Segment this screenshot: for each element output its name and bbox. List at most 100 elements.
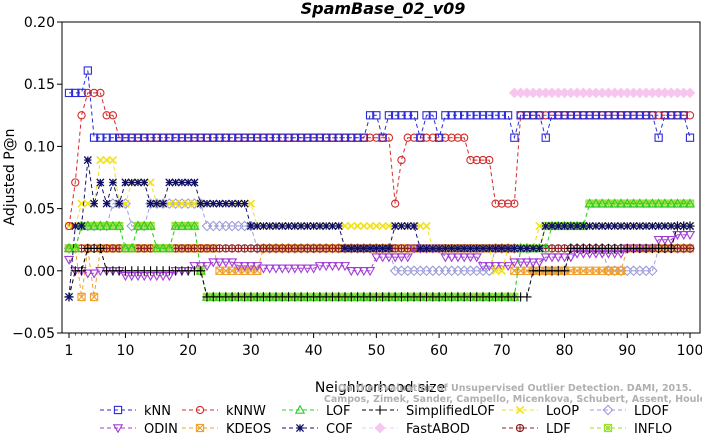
x-tick-label: 20: [179, 343, 197, 359]
data-point-cof: [290, 221, 299, 231]
data-point-cof: [228, 199, 237, 208]
data-point-knn: [184, 133, 193, 142]
data-point-cof: [460, 244, 469, 253]
legend-item-knn: kNN: [100, 404, 171, 419]
data-point-cof: [623, 221, 632, 231]
data-point-cof: [660, 221, 669, 231]
data-point-cof: [598, 221, 607, 231]
data-point-knn: [146, 133, 155, 142]
data-point-knn: [303, 133, 312, 142]
data-point-knn: [359, 133, 368, 142]
y-tick-label: 0.00: [24, 264, 55, 280]
data-point-knn: [629, 111, 638, 120]
data-point-odin: [214, 258, 225, 268]
data-point-knnw: [64, 221, 74, 231]
data-point-cof: [372, 244, 381, 253]
data-point-loop: [416, 221, 425, 231]
data-point-cof: [435, 244, 444, 253]
data-point-lof: [189, 220, 200, 230]
data-point-knn: [140, 133, 149, 142]
data-point-knn: [579, 111, 588, 120]
data-point-cof: [297, 221, 306, 231]
data-point-cof: [221, 199, 230, 208]
data-point-knn: [152, 133, 161, 142]
legend-item-simplifiedlof: SimplifiedLOF: [362, 404, 495, 419]
data-point-cof: [271, 221, 281, 231]
data-point-cof: [478, 244, 488, 253]
data-point-cof: [441, 244, 450, 253]
data-point-cof: [340, 244, 350, 253]
legend-marker-kdeos: [195, 423, 205, 433]
data-point-knn: [115, 133, 124, 142]
data-point-knn: [466, 111, 475, 120]
data-point-cof: [353, 244, 362, 253]
legend-item-ldof: LDOF: [590, 404, 669, 419]
data-point-cof: [259, 221, 268, 231]
data-point-loop: [108, 155, 118, 165]
data-point-knn: [510, 133, 519, 142]
legend-marker-ldf: [515, 423, 525, 433]
data-point-knn: [585, 111, 594, 120]
data-point-loop: [102, 155, 111, 165]
data-point-cof: [485, 244, 494, 253]
data-point-cof: [416, 244, 425, 253]
series-line-odin: [68, 234, 690, 277]
data-point-loop: [353, 221, 362, 231]
data-point-cof: [378, 244, 387, 253]
series-line-loop: [69, 159, 690, 272]
legend-marker-inflo: [603, 423, 613, 433]
legend-label-odin: ODIN: [144, 422, 178, 434]
data-point-odin: [521, 258, 533, 268]
data-point-cof: [453, 244, 462, 253]
data-point-cof: [71, 221, 80, 231]
data-point-cof: [121, 178, 130, 187]
legend-label-lof: LOF: [326, 404, 351, 419]
data-point-cof: [610, 221, 619, 231]
data-point-knn: [641, 111, 651, 120]
data-point-cof: [541, 221, 550, 231]
data-point-cof: [573, 221, 582, 231]
data-point-odin: [264, 264, 275, 274]
data-point-lof: [653, 198, 664, 208]
data-point-knn: [89, 133, 99, 142]
data-point-odin: [496, 262, 507, 272]
data-point-knnw: [108, 111, 118, 120]
data-point-odin: [377, 253, 388, 263]
data-point-knn: [560, 111, 569, 120]
data-point-loop: [365, 221, 375, 231]
data-point-cof: [635, 221, 644, 231]
legend-item-lof: LOF: [282, 404, 351, 419]
data-point-lof: [659, 198, 671, 208]
legend: kNN kNNW LOF SimplifiedLOF LoOP LDOF ODIN KDEOS…: [100, 404, 672, 434]
data-point-knnw: [365, 133, 375, 142]
data-point-knn: [598, 111, 607, 120]
data-point-knn: [441, 111, 450, 120]
data-point-knnw: [372, 133, 381, 142]
data-point-lof: [678, 198, 689, 208]
data-point-knn: [616, 111, 626, 120]
legend-marker-odin: [112, 424, 124, 434]
data-point-knn: [503, 111, 513, 120]
data-point-ldf: [685, 244, 695, 253]
data-point-kdeos: [77, 292, 86, 302]
data-point-knnw: [409, 133, 419, 142]
data-point-loop: [121, 199, 130, 208]
data-point-knn: [654, 133, 663, 142]
data-point-lof: [540, 243, 551, 253]
data-point-knn: [196, 133, 205, 142]
data-point-knn: [127, 133, 136, 142]
data-point-cof: [359, 244, 368, 253]
y-tick-label: 0.10: [24, 139, 55, 155]
data-point-odin: [82, 269, 93, 279]
data-point-lof: [640, 198, 652, 208]
data-point-odin: [459, 253, 470, 263]
data-point-lof: [157, 243, 169, 253]
data-point-odin: [289, 264, 300, 274]
data-point-loop: [96, 155, 105, 165]
data-point-knn: [158, 133, 168, 142]
data-point-odin: [295, 264, 307, 274]
data-point-knnw: [460, 133, 469, 142]
data-point-knnw: [71, 178, 80, 187]
series-line-ldof: [69, 203, 690, 272]
data-point-loop: [83, 199, 92, 208]
